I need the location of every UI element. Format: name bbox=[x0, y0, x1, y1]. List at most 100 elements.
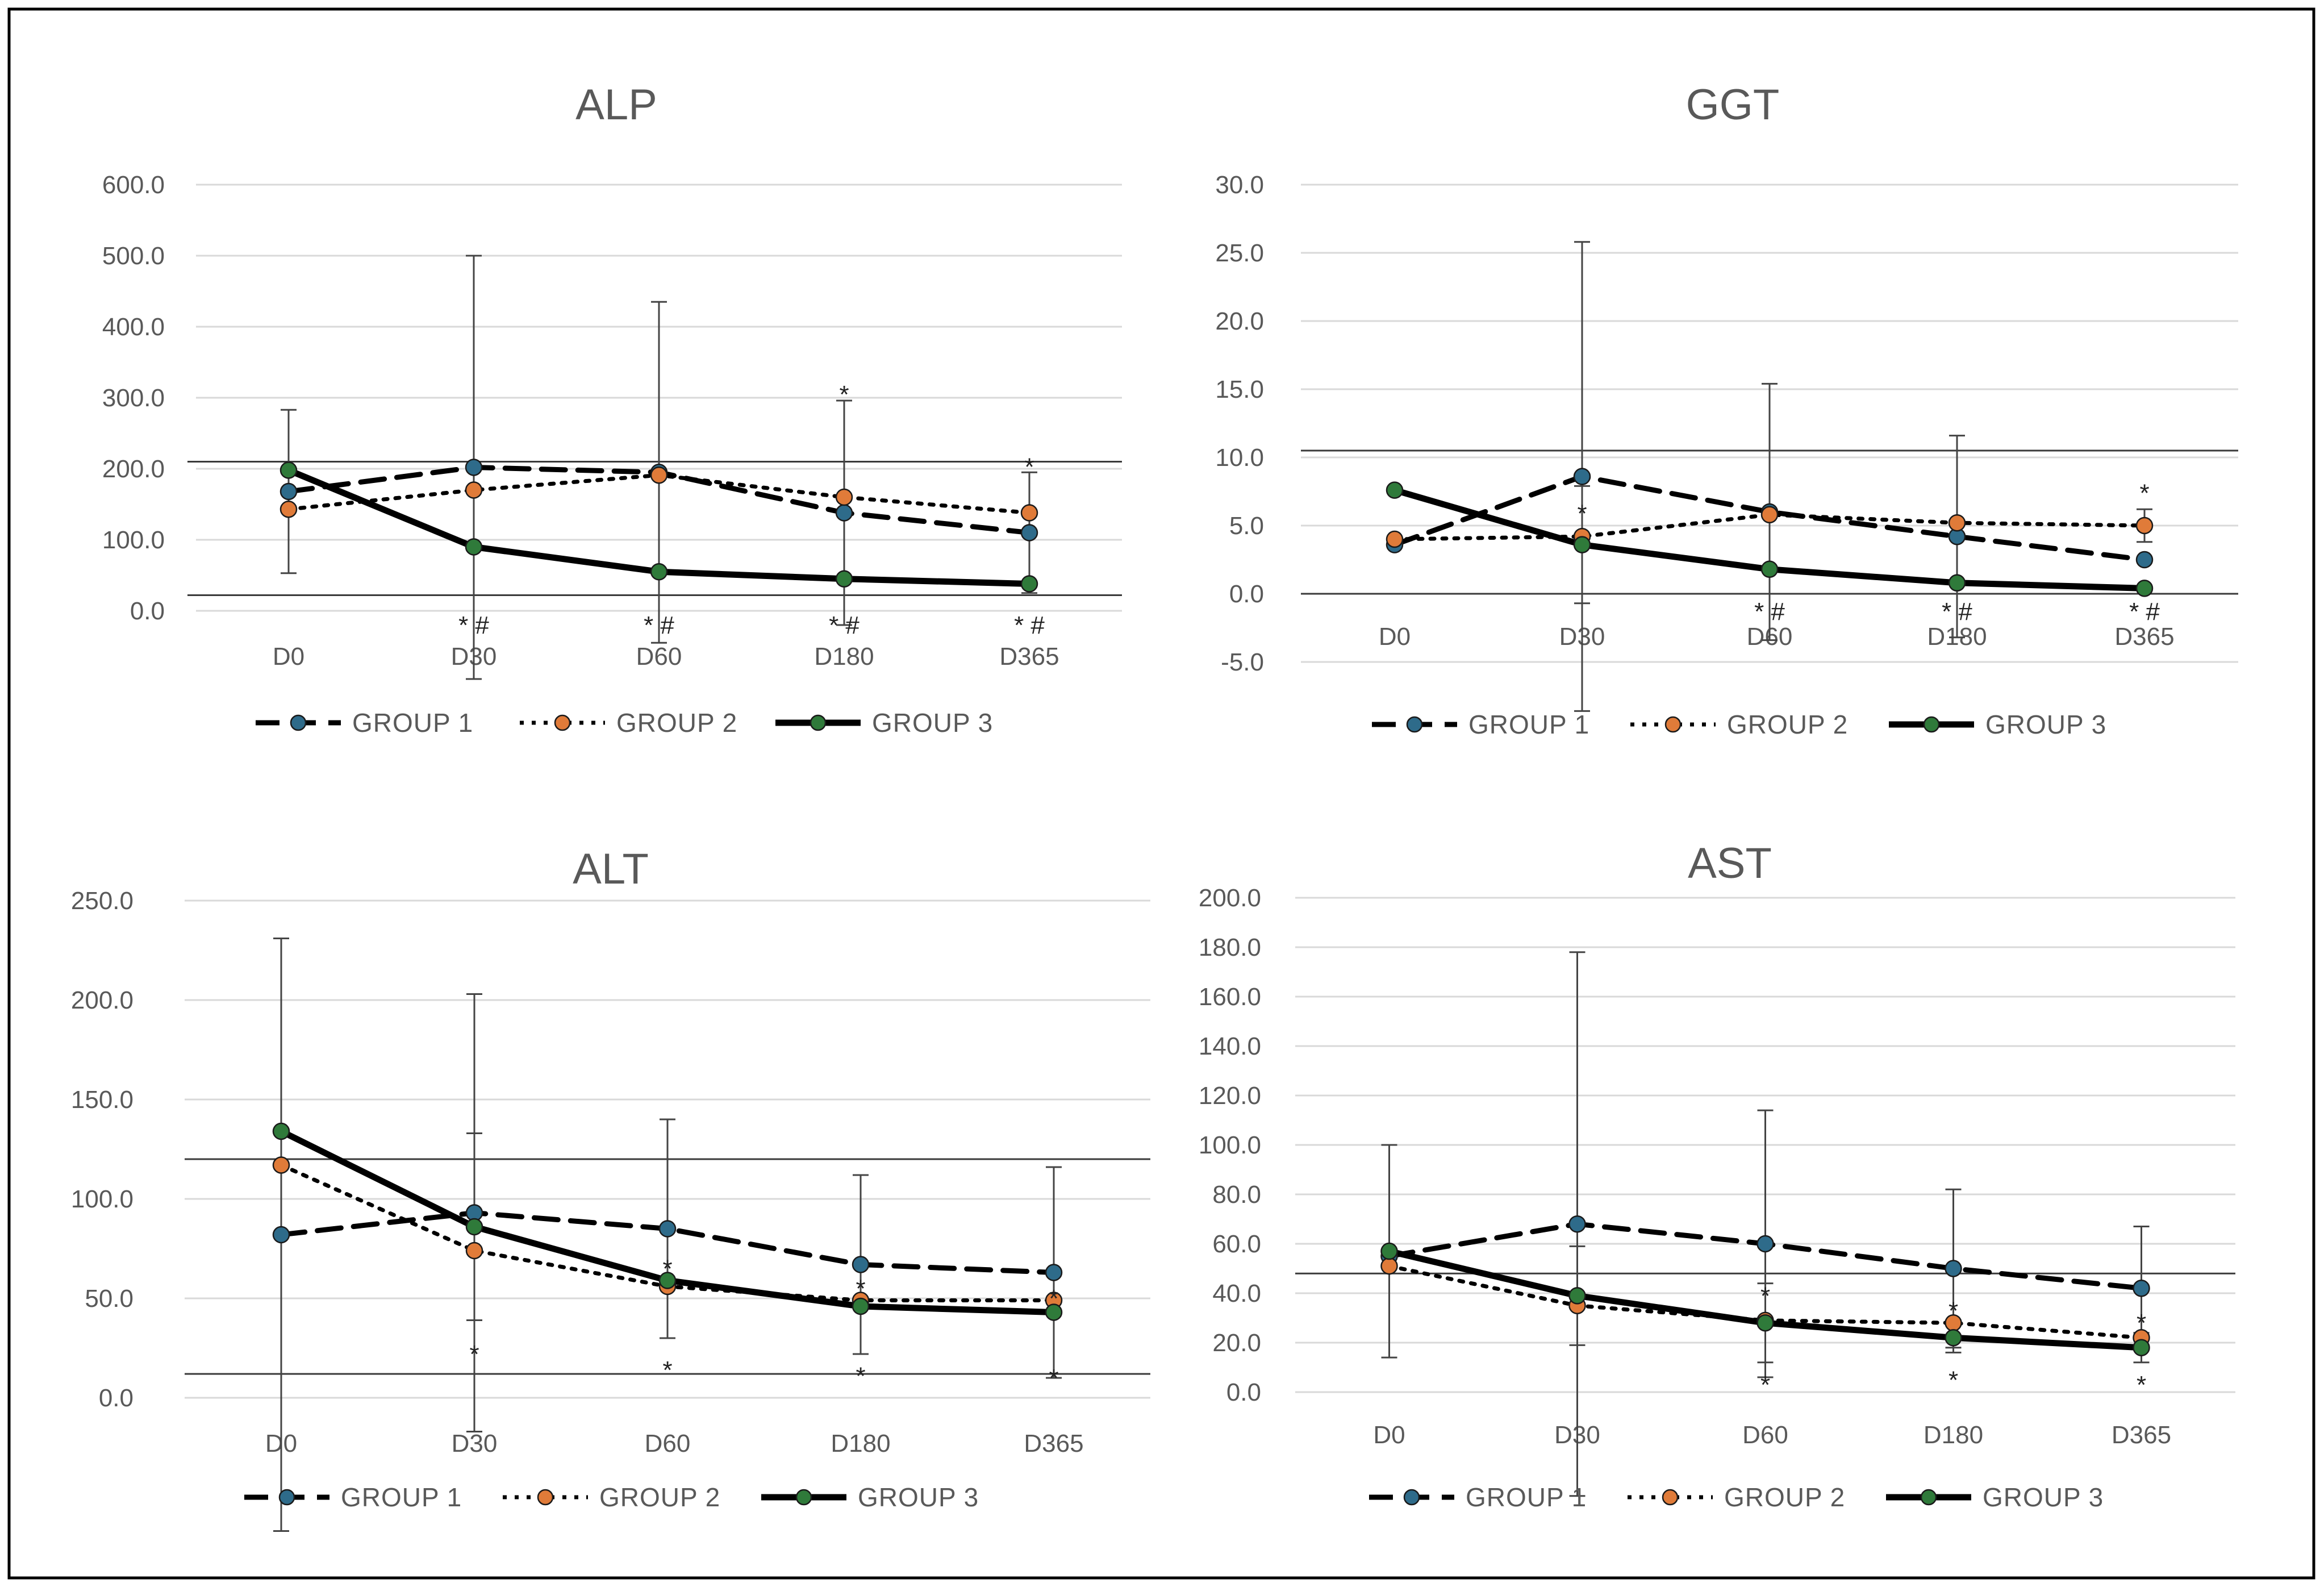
data-point-group3 bbox=[1380, 1242, 1398, 1260]
data-point-group1 bbox=[1045, 1264, 1063, 1281]
significance-mark: * # bbox=[1014, 611, 1045, 639]
legend-marker-group3 bbox=[810, 714, 827, 731]
data-point-group1 bbox=[1945, 1260, 1962, 1277]
ast-chart: AST 200.0 180.0 160.0 140.0 120.0 100.0 80.0 60… bbox=[1199, 839, 2235, 1512]
data-point-group1 bbox=[658, 1220, 677, 1238]
y-tick-label: 250.0 bbox=[71, 887, 133, 915]
y-tick-label: 180.0 bbox=[1199, 934, 1261, 961]
data-point-group2 bbox=[272, 1156, 290, 1174]
data-point-group2 bbox=[835, 488, 853, 506]
legend-label: GROUP 1 bbox=[1468, 710, 1589, 739]
significance-mark: * bbox=[1024, 453, 1034, 481]
series-line-group1 bbox=[1392, 474, 2147, 563]
data-point-group1 bbox=[279, 482, 298, 501]
significance-mark: * bbox=[662, 1255, 672, 1283]
data-point-group2 bbox=[1020, 504, 1038, 522]
data-point-group1 bbox=[1756, 1235, 1774, 1253]
x-tick-label: D365 bbox=[2112, 1421, 2171, 1449]
y-tick-label: 120.0 bbox=[1199, 1082, 1261, 1110]
data-point-group3 bbox=[1020, 575, 1038, 593]
data-point-group3 bbox=[658, 1272, 677, 1289]
y-tick-label: 600.0 bbox=[102, 171, 165, 199]
data-point-group3 bbox=[1948, 574, 1966, 592]
legend-label: GROUP 3 bbox=[1985, 710, 2106, 739]
data-point-group1 bbox=[1568, 1215, 1586, 1233]
data-point-group3 bbox=[1386, 481, 1404, 499]
legend-marker-group3 bbox=[795, 1489, 812, 1506]
legend-marker-group2 bbox=[1664, 716, 1682, 733]
data-point-group1 bbox=[2135, 551, 2154, 569]
y-tick-label: 100.0 bbox=[1199, 1131, 1261, 1159]
data-point-group2 bbox=[2135, 516, 2154, 535]
series-line-group2 bbox=[1392, 513, 2147, 542]
legend-label: GROUP 1 bbox=[352, 708, 473, 738]
significance-mark: * bbox=[1760, 1282, 1770, 1310]
y-tick-label: 0.0 bbox=[1226, 1378, 1261, 1406]
data-point-group1 bbox=[272, 1226, 290, 1244]
data-point-group2 bbox=[279, 501, 298, 518]
x-tick-label: D60 bbox=[1742, 1421, 1788, 1449]
y-tick-label: 0.0 bbox=[130, 597, 165, 625]
data-point-group2 bbox=[1948, 514, 1966, 532]
x-tick-label: D180 bbox=[1924, 1421, 1983, 1449]
significance-mark: * bbox=[839, 381, 849, 409]
x-tick-label: D365 bbox=[999, 643, 1059, 670]
legend-label: GROUP 3 bbox=[858, 1482, 979, 1512]
significance-mark: * bbox=[2139, 479, 2149, 507]
y-tick-label: 200.0 bbox=[1199, 884, 1261, 912]
alp-title: ALP bbox=[575, 81, 657, 129]
legend-marker-group3 bbox=[1920, 1489, 1937, 1506]
significance-mark: * bbox=[1949, 1366, 1958, 1394]
y-tick-label: 0.0 bbox=[99, 1384, 133, 1412]
legend-marker-group1 bbox=[290, 714, 307, 731]
data-point-group3 bbox=[1756, 1314, 1774, 1332]
y-tick-label: 160.0 bbox=[1199, 983, 1261, 1011]
y-tick-label: 140.0 bbox=[1199, 1032, 1261, 1060]
legend-label: GROUP 2 bbox=[1727, 710, 1848, 739]
y-tick-label: 300.0 bbox=[102, 384, 165, 412]
significance-mark: * # bbox=[2129, 598, 2160, 626]
alt-title: ALT bbox=[573, 845, 649, 893]
y-tick-label: 40.0 bbox=[1212, 1280, 1261, 1307]
x-tick-label: D60 bbox=[636, 643, 682, 670]
ggt-title: GGT bbox=[1686, 81, 1780, 129]
significance-mark: * bbox=[469, 1340, 479, 1368]
legend-label: GROUP 3 bbox=[872, 708, 993, 738]
x-tick-label: D180 bbox=[814, 643, 874, 670]
y-tick-label: 60.0 bbox=[1212, 1230, 1261, 1258]
x-tick-label: D30 bbox=[452, 1430, 498, 1457]
significance-mark: * bbox=[1049, 1364, 1058, 1392]
x-tick-label: D365 bbox=[2114, 623, 2174, 651]
significance-mark: * bbox=[1949, 1297, 1958, 1324]
x-tick-label: D0 bbox=[273, 643, 304, 670]
data-point-group1 bbox=[2133, 1280, 2150, 1297]
significance-mark: * bbox=[662, 1356, 672, 1384]
data-point-group3 bbox=[465, 1218, 483, 1236]
significance-mark: * # bbox=[1942, 598, 1972, 626]
data-point-group1 bbox=[852, 1256, 870, 1273]
data-point-group1 bbox=[835, 504, 853, 522]
ast-title: AST bbox=[1688, 839, 1772, 888]
data-point-group2 bbox=[1380, 1257, 1398, 1275]
y-tick-label: 30.0 bbox=[1215, 171, 1264, 199]
legend-marker-group3 bbox=[1923, 716, 1940, 733]
legend-marker-group1 bbox=[1406, 716, 1423, 733]
x-tick-label: D0 bbox=[1379, 623, 1411, 651]
x-tick-label: D180 bbox=[831, 1430, 890, 1457]
legend-label: GROUP 1 bbox=[1466, 1482, 1587, 1512]
data-point-group3 bbox=[272, 1122, 290, 1140]
y-tick-label: 10.0 bbox=[1215, 444, 1264, 472]
significance-mark: * # bbox=[644, 611, 674, 639]
significance-mark: * bbox=[1760, 1371, 1770, 1399]
data-point-group2 bbox=[1386, 530, 1404, 548]
data-point-group1 bbox=[1573, 468, 1591, 485]
significance-mark: * bbox=[856, 1275, 865, 1303]
legend-marker-group2 bbox=[554, 714, 571, 731]
legend-marker-group1 bbox=[278, 1489, 295, 1506]
significance-mark: * bbox=[1577, 499, 1587, 527]
y-tick-label: 100.0 bbox=[71, 1185, 133, 1213]
alp-chart: ALP 600.0 500.0 400.0 300.0 200.0 100.0 0.0 D0 D… bbox=[102, 81, 1122, 738]
y-tick-label: 100.0 bbox=[102, 526, 165, 554]
